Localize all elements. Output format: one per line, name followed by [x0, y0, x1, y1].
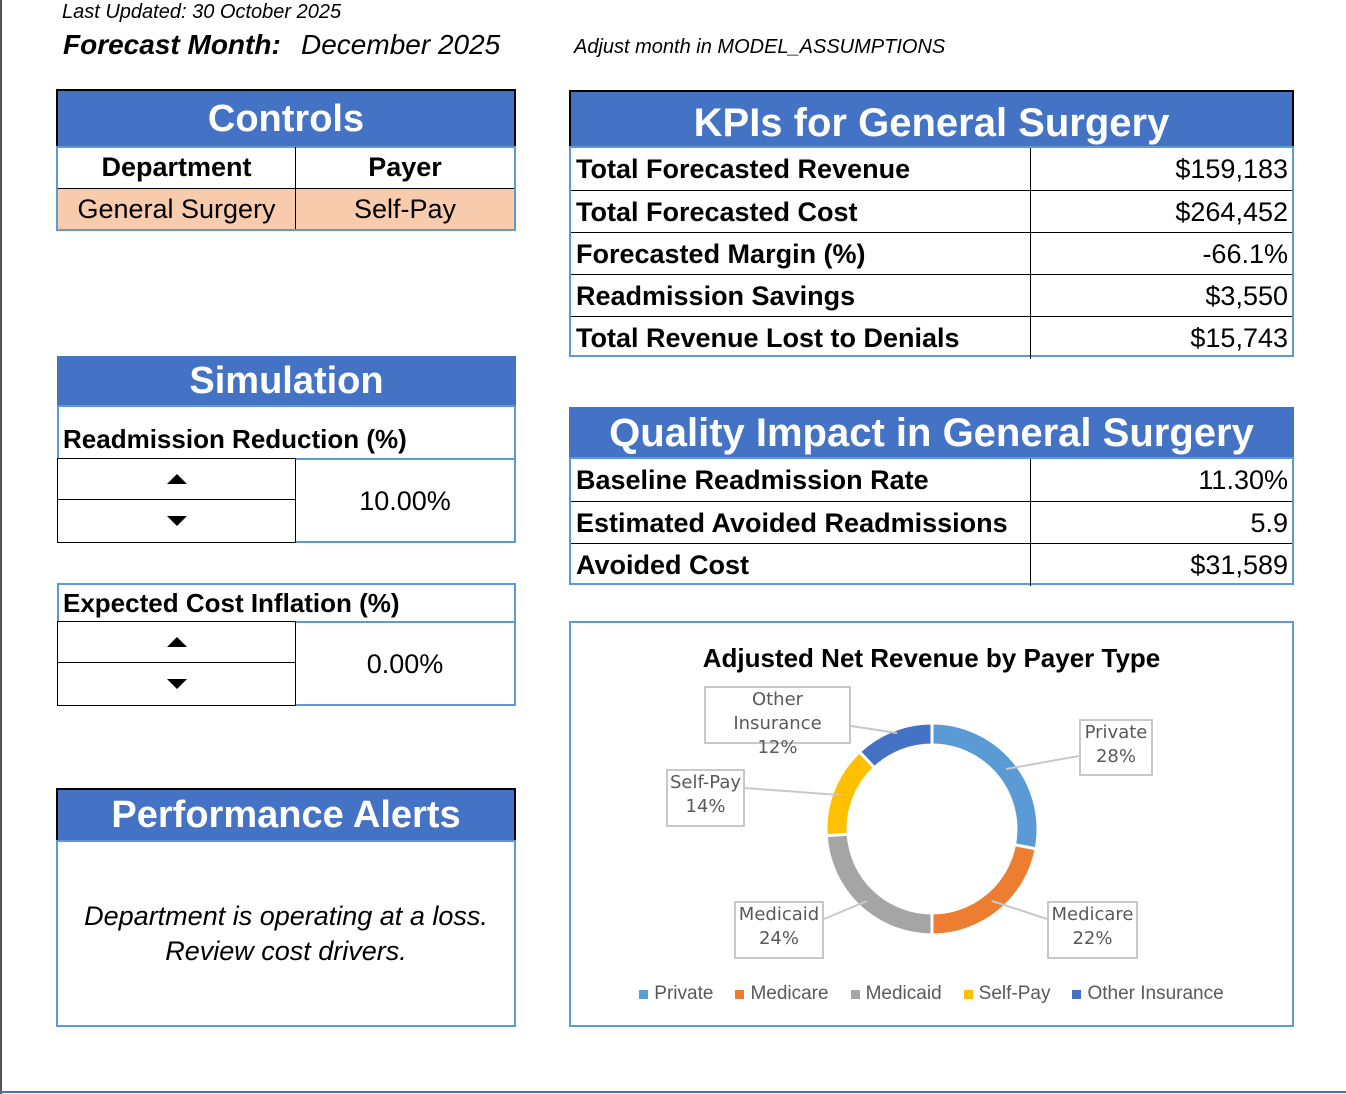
- inflation-up-button[interactable]: [57, 621, 296, 663]
- kpi-label: Forecasted Margin (%): [576, 238, 866, 269]
- leader-line: [991, 900, 1048, 920]
- kpi-value: -66.1%: [1030, 233, 1292, 275]
- readmission-label: Readmission Reduction (%): [63, 423, 407, 454]
- table-row: Avoided Cost $31,589: [571, 543, 1292, 586]
- kpi-value: $3,550: [1030, 275, 1292, 317]
- data-label-medicaid: Medicaid 24%: [734, 901, 824, 959]
- legend-item: Other Insurance: [1072, 983, 1224, 1005]
- quality-title: Quality Impact in General Surgery: [569, 407, 1294, 459]
- chart-title: Adjusted Net Revenue by Payer Type: [702, 643, 1161, 673]
- kpi-label: Avoided Cost: [576, 549, 750, 580]
- kpi-label: Total Revenue Lost to Denials: [576, 322, 960, 353]
- table-row: Estimated Avoided Readmissions 5.9: [571, 501, 1292, 544]
- kpi-table: Total Forecasted Revenue $159,183 Total F…: [569, 146, 1294, 359]
- readmission-value: 10.00%: [296, 458, 514, 542]
- legend-item: Self-Pay: [963, 983, 1051, 1005]
- arrow-down-icon: [166, 516, 187, 526]
- alerts-title: Performance Alerts: [56, 788, 516, 841]
- data-label-medicare: Medicare 22%: [1047, 901, 1138, 959]
- donut-chart: [744, 721, 1080, 937]
- donut-slice-private: [930, 721, 1040, 851]
- legend-swatch: [639, 989, 649, 999]
- kpi-title: KPIs for General Surgery: [569, 90, 1294, 147]
- legend-item: Private: [639, 983, 713, 1005]
- department-header: Department: [101, 152, 252, 182]
- forecast-month-value: December 2025: [301, 29, 501, 60]
- alerts-body: Department is operating at a loss. Revie…: [56, 840, 516, 1027]
- legend-swatch: [850, 989, 860, 999]
- chart-panel: Adjusted Net Revenue by Payer Type Other…: [569, 621, 1294, 1027]
- table-row: Readmission Savings $3,550: [571, 274, 1292, 317]
- alert-line: Department is operating at a loss.: [84, 900, 488, 931]
- legend-label: Medicaid: [865, 983, 942, 1004]
- data-label-self-pay: Self-Pay 14%: [666, 769, 745, 827]
- simulation-title: Simulation: [57, 356, 516, 407]
- forecast-month-label: Forecast Month:: [63, 29, 281, 60]
- kpi-label: Estimated Avoided Readmissions: [576, 507, 1008, 538]
- table-row: Forecasted Margin (%) -66.1%: [571, 232, 1292, 275]
- leader-line: [823, 900, 868, 920]
- controls-panel: Controls Department Payer General Surger…: [56, 89, 516, 231]
- donut-slice-medicare: [930, 842, 1038, 937]
- data-label-private: Private 28%: [1079, 719, 1153, 776]
- legend-label: Medicare: [750, 983, 829, 1004]
- arrow-down-icon: [166, 679, 187, 689]
- legend-label: Private: [654, 983, 714, 1004]
- legend-item: Medicare: [735, 983, 829, 1005]
- readmission-up-button[interactable]: [57, 458, 296, 500]
- controls-title: Controls: [56, 89, 516, 147]
- arrow-up-icon: [166, 637, 187, 647]
- sheet-edge: [0, 0, 2, 1094]
- kpi-label: Total Forecasted Cost: [576, 196, 858, 227]
- payer-select[interactable]: Self-Pay: [295, 188, 514, 229]
- leader-line: [744, 787, 840, 796]
- department-select[interactable]: General Surgery: [58, 188, 295, 229]
- kpi-label: Baseline Readmission Rate: [576, 464, 929, 495]
- legend-swatch: [1072, 989, 1082, 999]
- controls-table: [56, 146, 516, 231]
- legend-swatch: [963, 989, 973, 999]
- legend-label: Self-Pay: [978, 983, 1051, 1004]
- kpi-value: $15,743: [1030, 317, 1292, 359]
- leader-line: [1005, 755, 1080, 770]
- arrow-up-icon: [166, 474, 187, 484]
- table-row: Total Revenue Lost to Denials $15,743: [571, 316, 1292, 359]
- inflation-label: Expected Cost Inflation (%): [63, 587, 400, 618]
- kpi-value: 11.30%: [1030, 459, 1292, 501]
- inflation-value: 0.00%: [296, 621, 514, 705]
- donut-slice-medicaid: [824, 832, 934, 937]
- inflation-down-button[interactable]: [57, 662, 296, 706]
- donut-slice-other-insurance: [857, 721, 934, 770]
- legend-swatch: [735, 989, 745, 999]
- table-row: Baseline Readmission Rate 11.30%: [571, 459, 1292, 501]
- last-updated: Last Updated: 30 October 2025: [62, 1, 342, 23]
- table-row: Total Forecasted Revenue $159,183: [571, 148, 1292, 190]
- legend-label: Other Insurance: [1087, 983, 1224, 1004]
- data-label-other-insurance: Other Insurance 12%: [704, 686, 851, 758]
- kpi-value: 5.9: [1030, 502, 1292, 544]
- payer-header: Payer: [295, 147, 514, 188]
- chart-legend: Private Medicare Medicaid Self-Pay Other Ins…: [571, 983, 1292, 1005]
- readmission-down-button[interactable]: [57, 499, 296, 543]
- kpi-value: $159,183: [1030, 148, 1292, 190]
- kpi-label: Readmission Savings: [576, 280, 856, 311]
- table-row: Total Forecasted Cost $264,452: [571, 190, 1292, 233]
- kpi-value: $31,589: [1030, 544, 1292, 586]
- legend-item: Medicaid: [850, 983, 942, 1005]
- alert-line: Review cost drivers.: [165, 935, 407, 966]
- sheet-bottom-border: [0, 1091, 1346, 1093]
- leader-line: [850, 725, 898, 734]
- kpi-label: Total Forecasted Revenue: [576, 153, 911, 184]
- kpi-value: $264,452: [1030, 191, 1292, 233]
- quality-table: Baseline Readmission Rate 11.30% Estimate…: [569, 457, 1294, 586]
- adjust-note: Adjust month in MODEL_ASSUMPTIONS: [574, 36, 946, 58]
